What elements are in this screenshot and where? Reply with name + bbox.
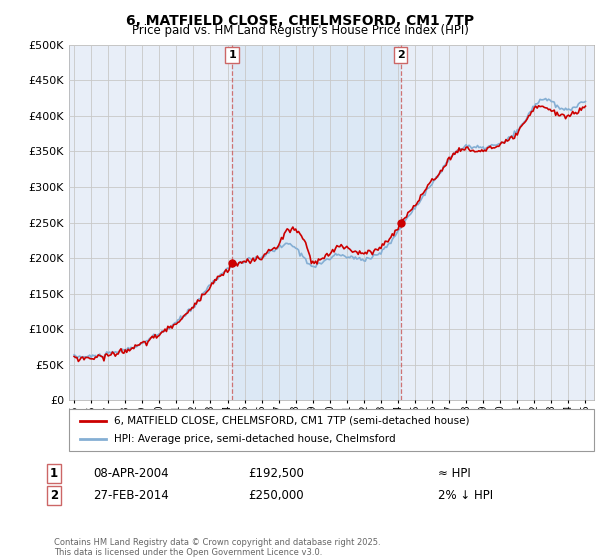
Bar [232, 45, 401, 400]
Text: 6, MATFIELD CLOSE, CHELMSFORD, CM1 7TP: 6, MATFIELD CLOSE, CHELMSFORD, CM1 7TP [126, 14, 474, 28]
FancyBboxPatch shape [69, 409, 594, 451]
Text: Price paid vs. HM Land Registry's House Price Index (HPI): Price paid vs. HM Land Registry's House … [131, 24, 469, 37]
Text: HPI: Average price, semi-detached house, Chelmsford: HPI: Average price, semi-detached house,… [113, 434, 395, 444]
Text: £192,500: £192,500 [248, 466, 304, 480]
Text: 2% ↓ HPI: 2% ↓ HPI [438, 489, 493, 502]
Text: 6, MATFIELD CLOSE, CHELMSFORD, CM1 7TP (semi-detached house): 6, MATFIELD CLOSE, CHELMSFORD, CM1 7TP (… [113, 416, 469, 426]
Text: £250,000: £250,000 [248, 489, 304, 502]
Text: ≈ HPI: ≈ HPI [438, 466, 471, 480]
Text: Contains HM Land Registry data © Crown copyright and database right 2025.
This d: Contains HM Land Registry data © Crown c… [54, 538, 380, 557]
Text: 1: 1 [50, 466, 58, 480]
Text: 08-APR-2004: 08-APR-2004 [93, 466, 169, 480]
Text: 2: 2 [397, 50, 404, 60]
Text: 27-FEB-2014: 27-FEB-2014 [93, 489, 169, 502]
Text: 2: 2 [50, 489, 58, 502]
Text: 1: 1 [228, 50, 236, 60]
